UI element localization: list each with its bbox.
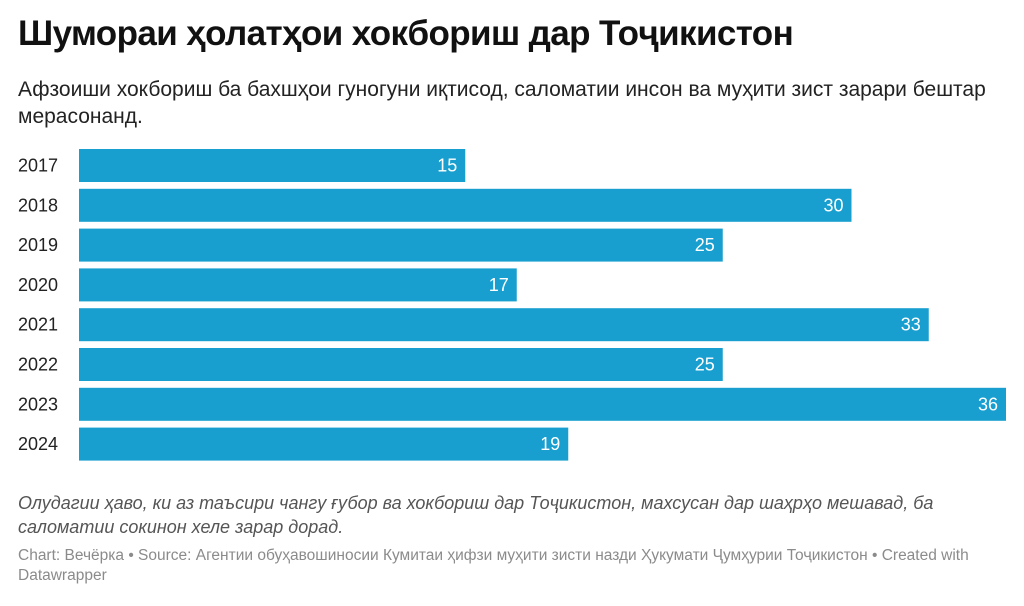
category-label: 2017 [18,156,58,176]
value-label: 19 [540,434,560,454]
chart-title: Шумораи ҳолатҳои хокбориш дар Тоҷикистон [18,14,794,53]
bar [79,268,517,302]
value-label: 25 [695,355,715,375]
bar [79,188,852,222]
bar [79,387,1006,421]
bar [79,348,723,381]
category-label: 2018 [18,195,58,215]
bar [79,228,723,262]
value-label: 33 [901,315,921,335]
chart-note: Олудагии ҳаво, ки аз таъсири чангу ғубор… [18,493,934,537]
category-label: 2020 [18,275,58,295]
value-label: 15 [437,156,457,176]
bar-chart: 2017 15 2018 30 2019 25 2020 17 2021 33 2022 25 2023… [18,149,1006,461]
chart-footer: Chart: Вечёрка • Source: Агентии обуҳаво… [18,547,969,584]
value-label: 36 [978,394,998,414]
category-label: 2023 [18,394,58,414]
category-label: 2021 [18,315,58,335]
bar [79,149,466,182]
category-label: 2019 [18,235,58,255]
category-label: 2024 [18,434,58,454]
chart-subtitle: Афзоиши хокбориш ба бахшҳои гуногуни иқт… [18,78,986,128]
value-label: 17 [489,275,509,295]
value-label: 30 [823,195,843,215]
value-label: 25 [695,235,715,255]
bar [79,308,929,342]
category-label: 2022 [18,355,58,375]
bar [79,427,569,461]
